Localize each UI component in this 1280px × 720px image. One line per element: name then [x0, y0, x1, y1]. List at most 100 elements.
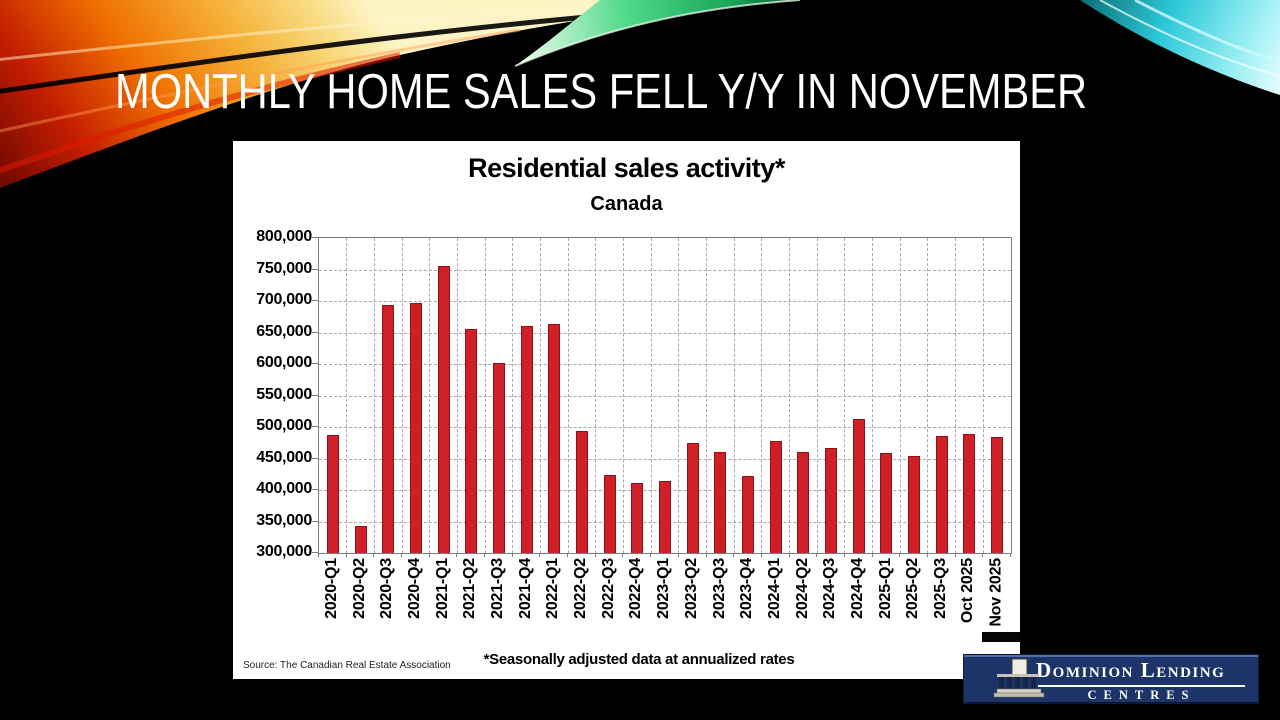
x-axis-tick [484, 553, 486, 557]
v-gridline [595, 238, 597, 553]
x-axis-tick [677, 553, 679, 557]
v-gridline [789, 238, 791, 553]
x-axis-tick [705, 553, 707, 557]
bar [409, 302, 422, 553]
bar [825, 448, 838, 553]
v-gridline [706, 238, 708, 553]
bar [575, 430, 588, 553]
v-gridline [650, 238, 652, 553]
bar [963, 433, 976, 553]
x-axis-label: 2021-Q3 [488, 558, 506, 619]
h-gridline [319, 269, 1011, 271]
bar [520, 326, 533, 553]
y-axis-label: 750,000 [256, 259, 312, 277]
bar [354, 525, 367, 553]
y-axis-tick [312, 300, 318, 301]
plot-area [318, 237, 1012, 554]
bar [382, 304, 395, 553]
x-axis-tick [567, 553, 569, 557]
logo-centres-label: CENTRES [1087, 688, 1196, 702]
chart-subtitle: Canada [590, 193, 663, 215]
swoosh-decoration [0, 0, 1280, 188]
y-axis-tick [312, 394, 318, 396]
bar [548, 324, 561, 553]
v-gridline [872, 238, 874, 553]
bar [326, 434, 339, 553]
y-axis-tick [312, 331, 318, 333]
slide-title: MONTHLY HOME SALES FELL Y/Y IN NOVEMBER [115, 65, 1088, 119]
x-axis-tick [1010, 553, 1011, 557]
x-axis-label: 2022-Q4 [627, 558, 645, 619]
y-axis-label: 500,000 [256, 417, 312, 434]
x-axis-tick [899, 553, 901, 557]
bar [465, 329, 478, 553]
x-axis-label: 2021-Q4 [516, 558, 534, 619]
h-gridline [319, 301, 1011, 302]
x-axis-label: 2022-Q3 [599, 558, 617, 619]
v-gridline [346, 238, 348, 553]
x-axis-label: 2022-Q1 [544, 558, 562, 619]
bar [686, 442, 699, 553]
x-axis-tick [428, 553, 430, 557]
x-axis-label: 2023-Q1 [655, 558, 672, 619]
logo-wordmark: Dominion Lending [1036, 658, 1226, 682]
bank-building-icon [982, 632, 1045, 698]
x-axis-label: 2020-Q3 [378, 558, 396, 619]
y-axis-label: 450,000 [256, 448, 312, 466]
x-axis-label: 2021-Q2 [461, 558, 479, 619]
x-axis-label: 2025-Q3 [931, 558, 949, 619]
x-axis-label: 2024-Q4 [848, 558, 866, 619]
v-gridline [484, 238, 486, 553]
v-gridline [899, 238, 901, 553]
residential-sales-chart: Residential sales activity* Canada Sourc… [233, 141, 1020, 679]
x-axis-tick [622, 553, 624, 557]
x-axis-tick [954, 553, 956, 557]
x-axis-tick [982, 553, 984, 557]
y-axis-label: 350,000 [256, 511, 312, 529]
y-axis-label: 400,000 [256, 480, 312, 497]
x-axis-tick [788, 553, 790, 557]
v-gridline [567, 238, 569, 553]
x-axis-tick [816, 553, 818, 557]
x-axis-label: 2024-Q2 [793, 558, 811, 619]
chart-source: Source: The Canadian Real Estate Associa… [243, 660, 451, 671]
y-axis-tick [312, 426, 318, 427]
x-axis-label: 2023-Q2 [682, 558, 700, 619]
bar [631, 483, 644, 553]
x-axis-tick [926, 553, 928, 557]
x-axis-label: 2023-Q4 [738, 558, 756, 619]
bar [908, 455, 921, 553]
bar [742, 476, 755, 553]
y-axis-tick [312, 489, 318, 490]
bar [852, 419, 865, 553]
x-axis-tick [401, 553, 403, 557]
x-axis-label: 2024-Q3 [821, 558, 839, 619]
x-axis-label: 2024-Q1 [765, 558, 783, 619]
x-axis-tick [871, 553, 873, 557]
v-gridline [539, 238, 541, 553]
bar [437, 265, 450, 553]
h-gridline [319, 332, 1011, 334]
x-axis-tick [456, 553, 458, 557]
bar [769, 440, 782, 553]
chart-footnote: *Seasonally adjusted data at annualized … [483, 651, 795, 668]
v-gridline [622, 238, 624, 553]
x-axis-tick [760, 553, 762, 557]
chart-title: Residential sales activity* [468, 153, 785, 183]
y-axis-label: 800,000 [256, 228, 312, 245]
v-gridline [678, 238, 680, 553]
x-axis-tick [843, 553, 845, 557]
x-axis-label: 2021-Q1 [433, 558, 451, 619]
x-axis-label: 2020-Q4 [405, 558, 423, 619]
y-axis-tick [312, 363, 318, 364]
x-axis-tick [650, 553, 652, 557]
bar [492, 362, 505, 553]
y-axis-label: 600,000 [256, 354, 312, 371]
bar [935, 435, 948, 553]
x-axis-label: 2020-Q2 [350, 558, 368, 619]
x-axis-tick [511, 553, 513, 557]
bar [797, 451, 810, 553]
y-axis-tick [312, 552, 318, 553]
y-axis-tick [312, 520, 318, 522]
